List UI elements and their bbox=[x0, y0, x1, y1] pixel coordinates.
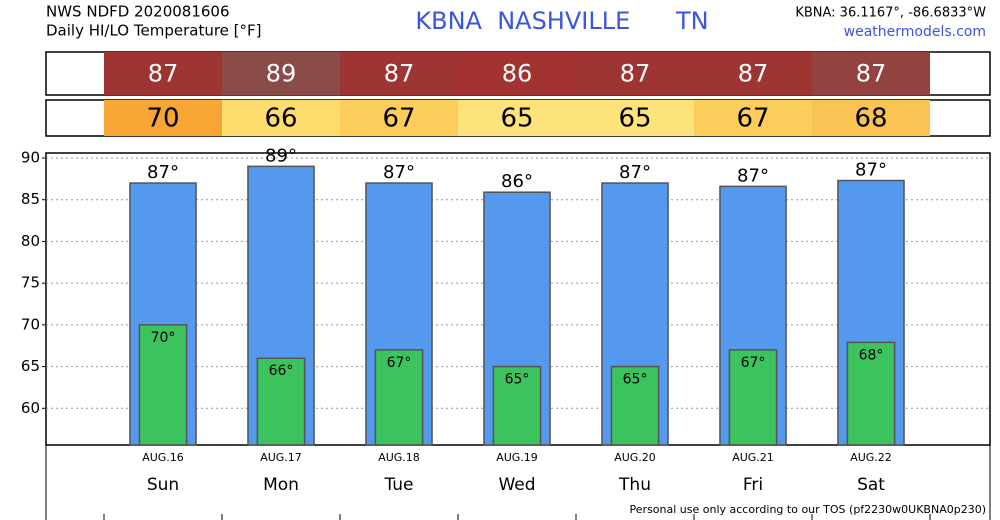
strip-cell bbox=[694, 100, 812, 136]
strip-label: 65 bbox=[500, 104, 533, 134]
data-label: 87° bbox=[383, 162, 415, 183]
data-label: 67° bbox=[387, 355, 412, 371]
x-tick-label: Mon bbox=[263, 475, 299, 495]
date-label: AUG.16 bbox=[142, 451, 184, 464]
y-tick-label: 85 bbox=[21, 190, 40, 208]
y-tick-label: 65 bbox=[21, 357, 40, 375]
date-label: AUG.17 bbox=[260, 451, 302, 464]
bar bbox=[492, 365, 542, 446]
data-label: 65° bbox=[505, 372, 530, 388]
x-tick-label: Fri bbox=[743, 475, 763, 495]
strip-label: 67 bbox=[382, 104, 415, 134]
strip-label: 65 bbox=[618, 104, 651, 134]
x-tick-label: Thu bbox=[618, 475, 651, 495]
strip-label: 87 bbox=[856, 60, 887, 88]
strip-label: 70 bbox=[146, 104, 179, 134]
date-label: AUG.18 bbox=[378, 451, 420, 464]
data-label: 89° bbox=[265, 145, 297, 166]
strip-label: 87 bbox=[384, 60, 415, 88]
strip-label: 66 bbox=[264, 104, 297, 134]
y-tick-label: 70 bbox=[21, 315, 40, 333]
source: NWS NDFD 2020081606 bbox=[46, 3, 230, 21]
strip-label: 87 bbox=[620, 60, 651, 88]
y-tick-label: 75 bbox=[21, 274, 40, 292]
strip-cell bbox=[812, 52, 930, 95]
strip-label: 67 bbox=[736, 104, 769, 134]
date-label: AUG.22 bbox=[850, 451, 892, 464]
y-tick-label: 80 bbox=[21, 232, 40, 250]
subtitle: Daily HI/LO Temperature [°F] bbox=[46, 22, 262, 40]
data-label: 70° bbox=[151, 330, 176, 346]
x-tick-label: Wed bbox=[498, 475, 535, 495]
x-tick-label: Sun bbox=[147, 475, 179, 495]
data-label: 67° bbox=[741, 355, 766, 371]
data-label: 66° bbox=[269, 363, 294, 379]
date-label: AUG.21 bbox=[732, 451, 774, 464]
strip-cell bbox=[104, 52, 222, 95]
data-label: 87° bbox=[855, 160, 887, 181]
data-label: 87° bbox=[619, 162, 651, 183]
strip-label: 89 bbox=[266, 60, 297, 88]
strip-label: 87 bbox=[148, 60, 179, 88]
bar bbox=[846, 341, 896, 446]
data-label: 68° bbox=[859, 347, 884, 363]
data-label: 87° bbox=[737, 165, 769, 186]
strip-cell bbox=[694, 52, 812, 95]
strip-label: 68 bbox=[854, 104, 887, 134]
date-label: AUG.20 bbox=[614, 451, 656, 464]
strip-cell bbox=[340, 100, 458, 136]
footer: Personal use only according to our TOS (… bbox=[630, 503, 986, 516]
location: KBNA: 36.1167°, -86.6833°W bbox=[795, 6, 986, 21]
bar bbox=[374, 349, 424, 446]
y-tick-label: 60 bbox=[21, 399, 40, 417]
strip-label: 87 bbox=[738, 60, 769, 88]
strip-cell bbox=[576, 52, 694, 95]
data-label: 87° bbox=[147, 162, 179, 183]
strip-cell bbox=[458, 52, 576, 95]
x-tick-label: Tue bbox=[383, 475, 413, 495]
strip-label: 86 bbox=[502, 60, 533, 88]
strip-cell bbox=[576, 100, 694, 136]
date-label: AUG.19 bbox=[496, 451, 538, 464]
strip-cell bbox=[458, 100, 576, 136]
strip-cell bbox=[340, 52, 458, 95]
data-label: 86° bbox=[501, 171, 533, 192]
strip-cell bbox=[222, 52, 340, 95]
chart-title: KBNA NASHVILLE TN bbox=[415, 7, 708, 35]
bar bbox=[610, 365, 660, 446]
bar bbox=[256, 357, 306, 446]
x-tick-label: Sat bbox=[857, 475, 885, 495]
strip-cell bbox=[222, 100, 340, 136]
website: weathermodels.com bbox=[844, 24, 986, 40]
strip-cell bbox=[812, 100, 930, 136]
strip-cell bbox=[104, 100, 222, 136]
y-tick-label: 90 bbox=[21, 149, 40, 167]
bar bbox=[728, 349, 778, 446]
bar bbox=[138, 324, 188, 446]
data-label: 65° bbox=[623, 372, 648, 388]
